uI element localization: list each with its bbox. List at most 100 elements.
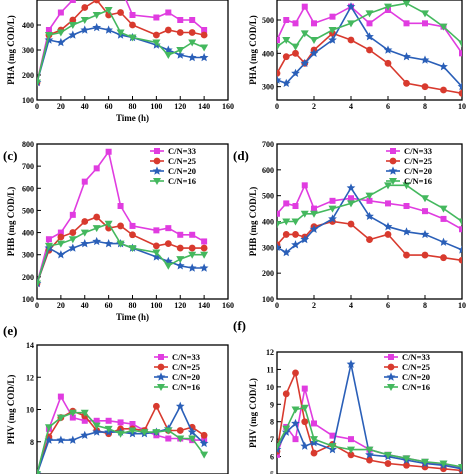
legend-entry: C/N=33: [172, 352, 200, 362]
data-point: [152, 402, 160, 410]
data-point: [291, 218, 300, 226]
data-point: [277, 221, 281, 229]
data-point: [277, 69, 281, 77]
axes-frame: [276, 351, 463, 474]
data-point: [81, 417, 88, 424]
x-tick-label: 0: [35, 301, 39, 310]
data-point: [282, 231, 290, 238]
data-point: [93, 417, 100, 424]
x-tick-label: 40: [81, 301, 89, 310]
data-point: [92, 12, 101, 19]
data-point: [282, 218, 291, 226]
data-point: [277, 75, 282, 84]
data-point: [81, 178, 88, 185]
data-point: [283, 200, 290, 207]
data-point: [152, 39, 161, 47]
x-tick-label: 0: [275, 301, 279, 310]
data-point: [44, 32, 53, 39]
data-point: [301, 418, 309, 426]
x-tick-label: 140: [198, 301, 210, 310]
data-point: [347, 200, 355, 208]
data-point: [439, 205, 448, 213]
legend-marker: [153, 178, 161, 185]
x-tick-label: 0: [275, 102, 279, 111]
data-point: [176, 427, 184, 434]
data-point: [348, 436, 354, 443]
x-tick-label: 20: [57, 102, 65, 111]
data-point: [80, 229, 89, 237]
data-point: [300, 404, 309, 412]
chart-panel-4: 0 2 4 6 8 10 100 200 300 400 500 600 700 PHB (mg COD/…: [233, 140, 466, 310]
data-point: [104, 239, 113, 248]
y-tick-label: 6: [270, 453, 274, 462]
x-tick-label: 20: [57, 301, 65, 310]
y-tick-label: 7: [270, 435, 274, 444]
data-point: [104, 25, 113, 34]
x-tick-label: 160: [222, 301, 234, 310]
data-point: [300, 58, 310, 68]
data-point: [402, 52, 411, 61]
data-point: [328, 205, 337, 213]
data-point: [422, 208, 428, 215]
data-point: [301, 385, 308, 392]
data-point: [37, 280, 41, 288]
data-point: [346, 2, 356, 11]
legend: C/N=33C/N=25C/N=20C/N=16: [386, 146, 432, 186]
data-point: [37, 79, 41, 87]
data-point: [175, 261, 185, 270]
data-point: [37, 471, 41, 474]
data-point: [439, 62, 448, 71]
data-point: [104, 425, 113, 433]
x-tick-label: 120: [174, 301, 186, 310]
data-point: [311, 20, 317, 27]
x-tick-label: 120: [174, 102, 186, 111]
y-tick-label: 700: [262, 140, 274, 149]
data-point: [459, 50, 462, 57]
legend-entry: C/N=20: [172, 372, 200, 382]
data-point: [164, 240, 172, 248]
data-point: [347, 20, 355, 28]
data-point: [93, 0, 101, 4]
data-point: [300, 30, 309, 38]
data-point: [366, 456, 373, 464]
data-point: [56, 414, 65, 422]
data-point: [402, 182, 411, 190]
x-tick-label: 80: [129, 102, 137, 111]
data-point: [310, 210, 318, 218]
data-point: [365, 450, 374, 459]
data-point: [385, 200, 391, 207]
x-tick-label: 4: [349, 301, 353, 310]
data-point: [92, 236, 102, 246]
data-point: [421, 251, 429, 259]
y-tick-label: 200: [262, 269, 274, 278]
y-tick-label: 12: [26, 373, 34, 382]
legend-entry: C/N=25: [172, 362, 200, 372]
data-point: [188, 435, 197, 443]
data-point: [201, 238, 208, 245]
y-tick-label: 300: [262, 243, 274, 252]
data-point: [310, 449, 318, 457]
data-point: [384, 460, 392, 467]
y-tick-label: 10: [26, 406, 34, 415]
y-axis-label: PHB (mg COD/L): [248, 187, 258, 257]
chart-panel-1: 0 20 40 60 80 100 120 140 160 100 200 300 400 Time (h…: [6, 0, 234, 123]
data-point: [129, 12, 136, 18]
data-point: [69, 414, 76, 421]
data-point: [420, 229, 430, 239]
data-point: [347, 220, 355, 228]
data-point: [365, 211, 374, 221]
axes-frame: [276, 143, 463, 300]
data-point: [458, 89, 462, 97]
data-point: [81, 4, 89, 11]
data-point: [328, 214, 337, 223]
data-point: [57, 393, 64, 400]
data-point: [291, 68, 300, 78]
data-point: [117, 203, 124, 209]
data-point: [347, 36, 355, 44]
plot-area: [277, 182, 462, 264]
data-point: [348, 195, 354, 202]
x-tick-label: 10: [458, 102, 466, 111]
data-point: [187, 263, 197, 272]
data-point: [402, 0, 411, 8]
